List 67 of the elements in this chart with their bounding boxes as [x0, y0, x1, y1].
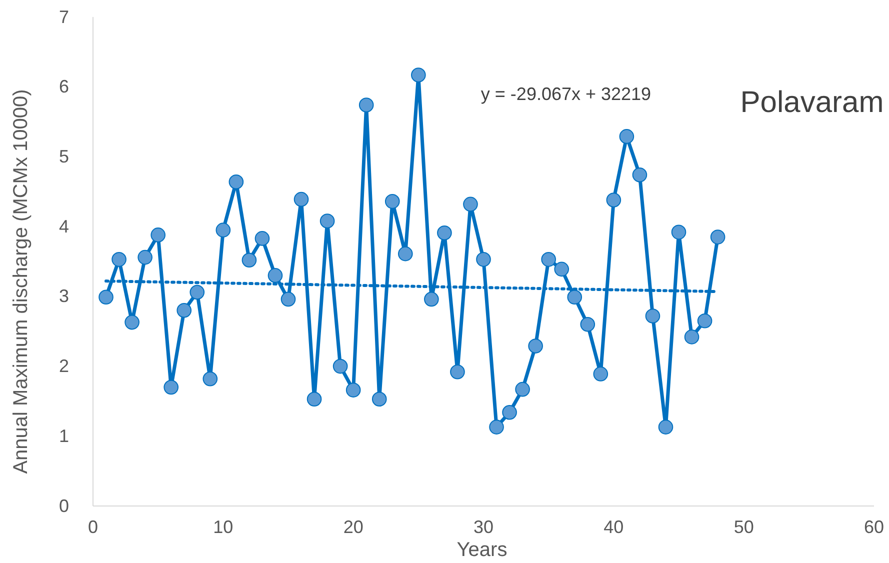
y-tick-label: 7 [58, 6, 69, 27]
x-tick-label: 0 [88, 516, 98, 537]
y-tick-label: 1 [58, 426, 69, 446]
point [658, 420, 674, 434]
x-tick-label: 30 [473, 516, 494, 537]
point [580, 316, 596, 332]
point [528, 338, 543, 354]
point [190, 284, 205, 300]
point [489, 420, 504, 434]
point [268, 268, 283, 283]
x-tick-label: 50 [734, 516, 754, 537]
x-tick-label: 40 [604, 516, 624, 537]
point [684, 330, 700, 344]
point [541, 252, 556, 267]
y-tick-label: 2 [58, 356, 69, 376]
point [554, 262, 570, 277]
annotation: y = -29.067x + 32219 [480, 84, 652, 104]
point [176, 303, 192, 318]
point [697, 313, 712, 328]
point [450, 364, 465, 380]
y-tick-label: 3 [58, 286, 69, 306]
point [411, 68, 426, 82]
y-tick-label: 0 [58, 496, 69, 516]
point [463, 196, 478, 212]
point [372, 392, 387, 407]
x-tick-label: 60 [864, 516, 884, 537]
point [294, 192, 309, 207]
point [112, 252, 126, 267]
point [332, 358, 348, 374]
point [138, 250, 152, 265]
point [242, 252, 257, 268]
point [164, 380, 179, 395]
point [346, 382, 361, 398]
y-axis-title: Annual Maximum discharge (MCMx 10000) [10, 89, 32, 474]
point [476, 252, 491, 267]
text: Polavaram [740, 86, 884, 119]
y-tick-label: 6 [58, 76, 69, 97]
y-tick-label: 5 [58, 146, 69, 166]
point [306, 392, 322, 407]
point [216, 222, 231, 238]
x-tick-label: 20 [343, 516, 364, 537]
point [98, 290, 114, 305]
point [254, 231, 270, 246]
point [384, 194, 400, 209]
point [606, 192, 622, 208]
point [358, 98, 374, 112]
point [593, 366, 608, 382]
point [502, 404, 517, 420]
point [202, 371, 218, 386]
point [437, 225, 452, 240]
point [424, 292, 439, 307]
point [567, 290, 582, 305]
point [632, 167, 648, 182]
point [150, 228, 166, 242]
point [710, 230, 726, 244]
x-tick-label: 10 [213, 516, 234, 537]
point [645, 308, 660, 324]
y-tick-label: 4 [58, 216, 69, 236]
point [124, 314, 140, 330]
point [619, 129, 634, 144]
point [228, 174, 244, 190]
point [515, 382, 530, 397]
point [398, 246, 413, 262]
point [280, 292, 296, 307]
point [320, 214, 335, 228]
point [671, 224, 686, 240]
x-axis-title: Years [456, 539, 508, 561]
